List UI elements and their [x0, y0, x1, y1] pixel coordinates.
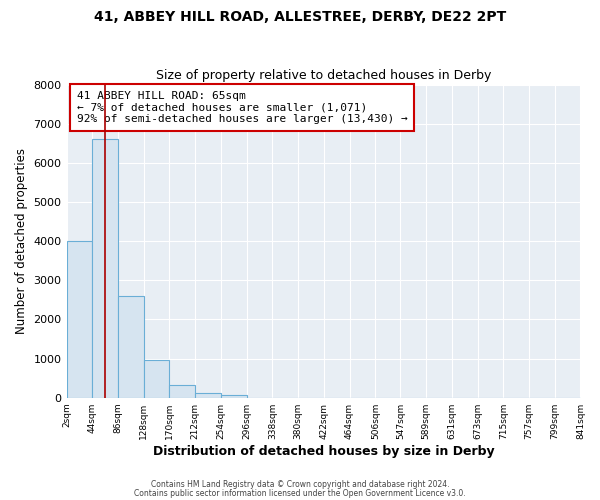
Bar — [67, 241, 92, 398]
Bar — [221, 395, 247, 398]
Text: Contains public sector information licensed under the Open Government Licence v3: Contains public sector information licen… — [134, 488, 466, 498]
Bar — [169, 385, 195, 398]
Text: Contains HM Land Registry data © Crown copyright and database right 2024.: Contains HM Land Registry data © Crown c… — [151, 480, 449, 489]
Bar — [144, 360, 169, 398]
Text: 41 ABBEY HILL ROAD: 65sqm
← 7% of detached houses are smaller (1,071)
92% of sem: 41 ABBEY HILL ROAD: 65sqm ← 7% of detach… — [77, 91, 407, 124]
Title: Size of property relative to detached houses in Derby: Size of property relative to detached ho… — [156, 69, 491, 82]
Bar — [195, 392, 221, 398]
Bar — [118, 296, 144, 398]
X-axis label: Distribution of detached houses by size in Derby: Distribution of detached houses by size … — [153, 444, 494, 458]
Text: 41, ABBEY HILL ROAD, ALLESTREE, DERBY, DE22 2PT: 41, ABBEY HILL ROAD, ALLESTREE, DERBY, D… — [94, 10, 506, 24]
Y-axis label: Number of detached properties: Number of detached properties — [15, 148, 28, 334]
Bar — [92, 140, 118, 398]
